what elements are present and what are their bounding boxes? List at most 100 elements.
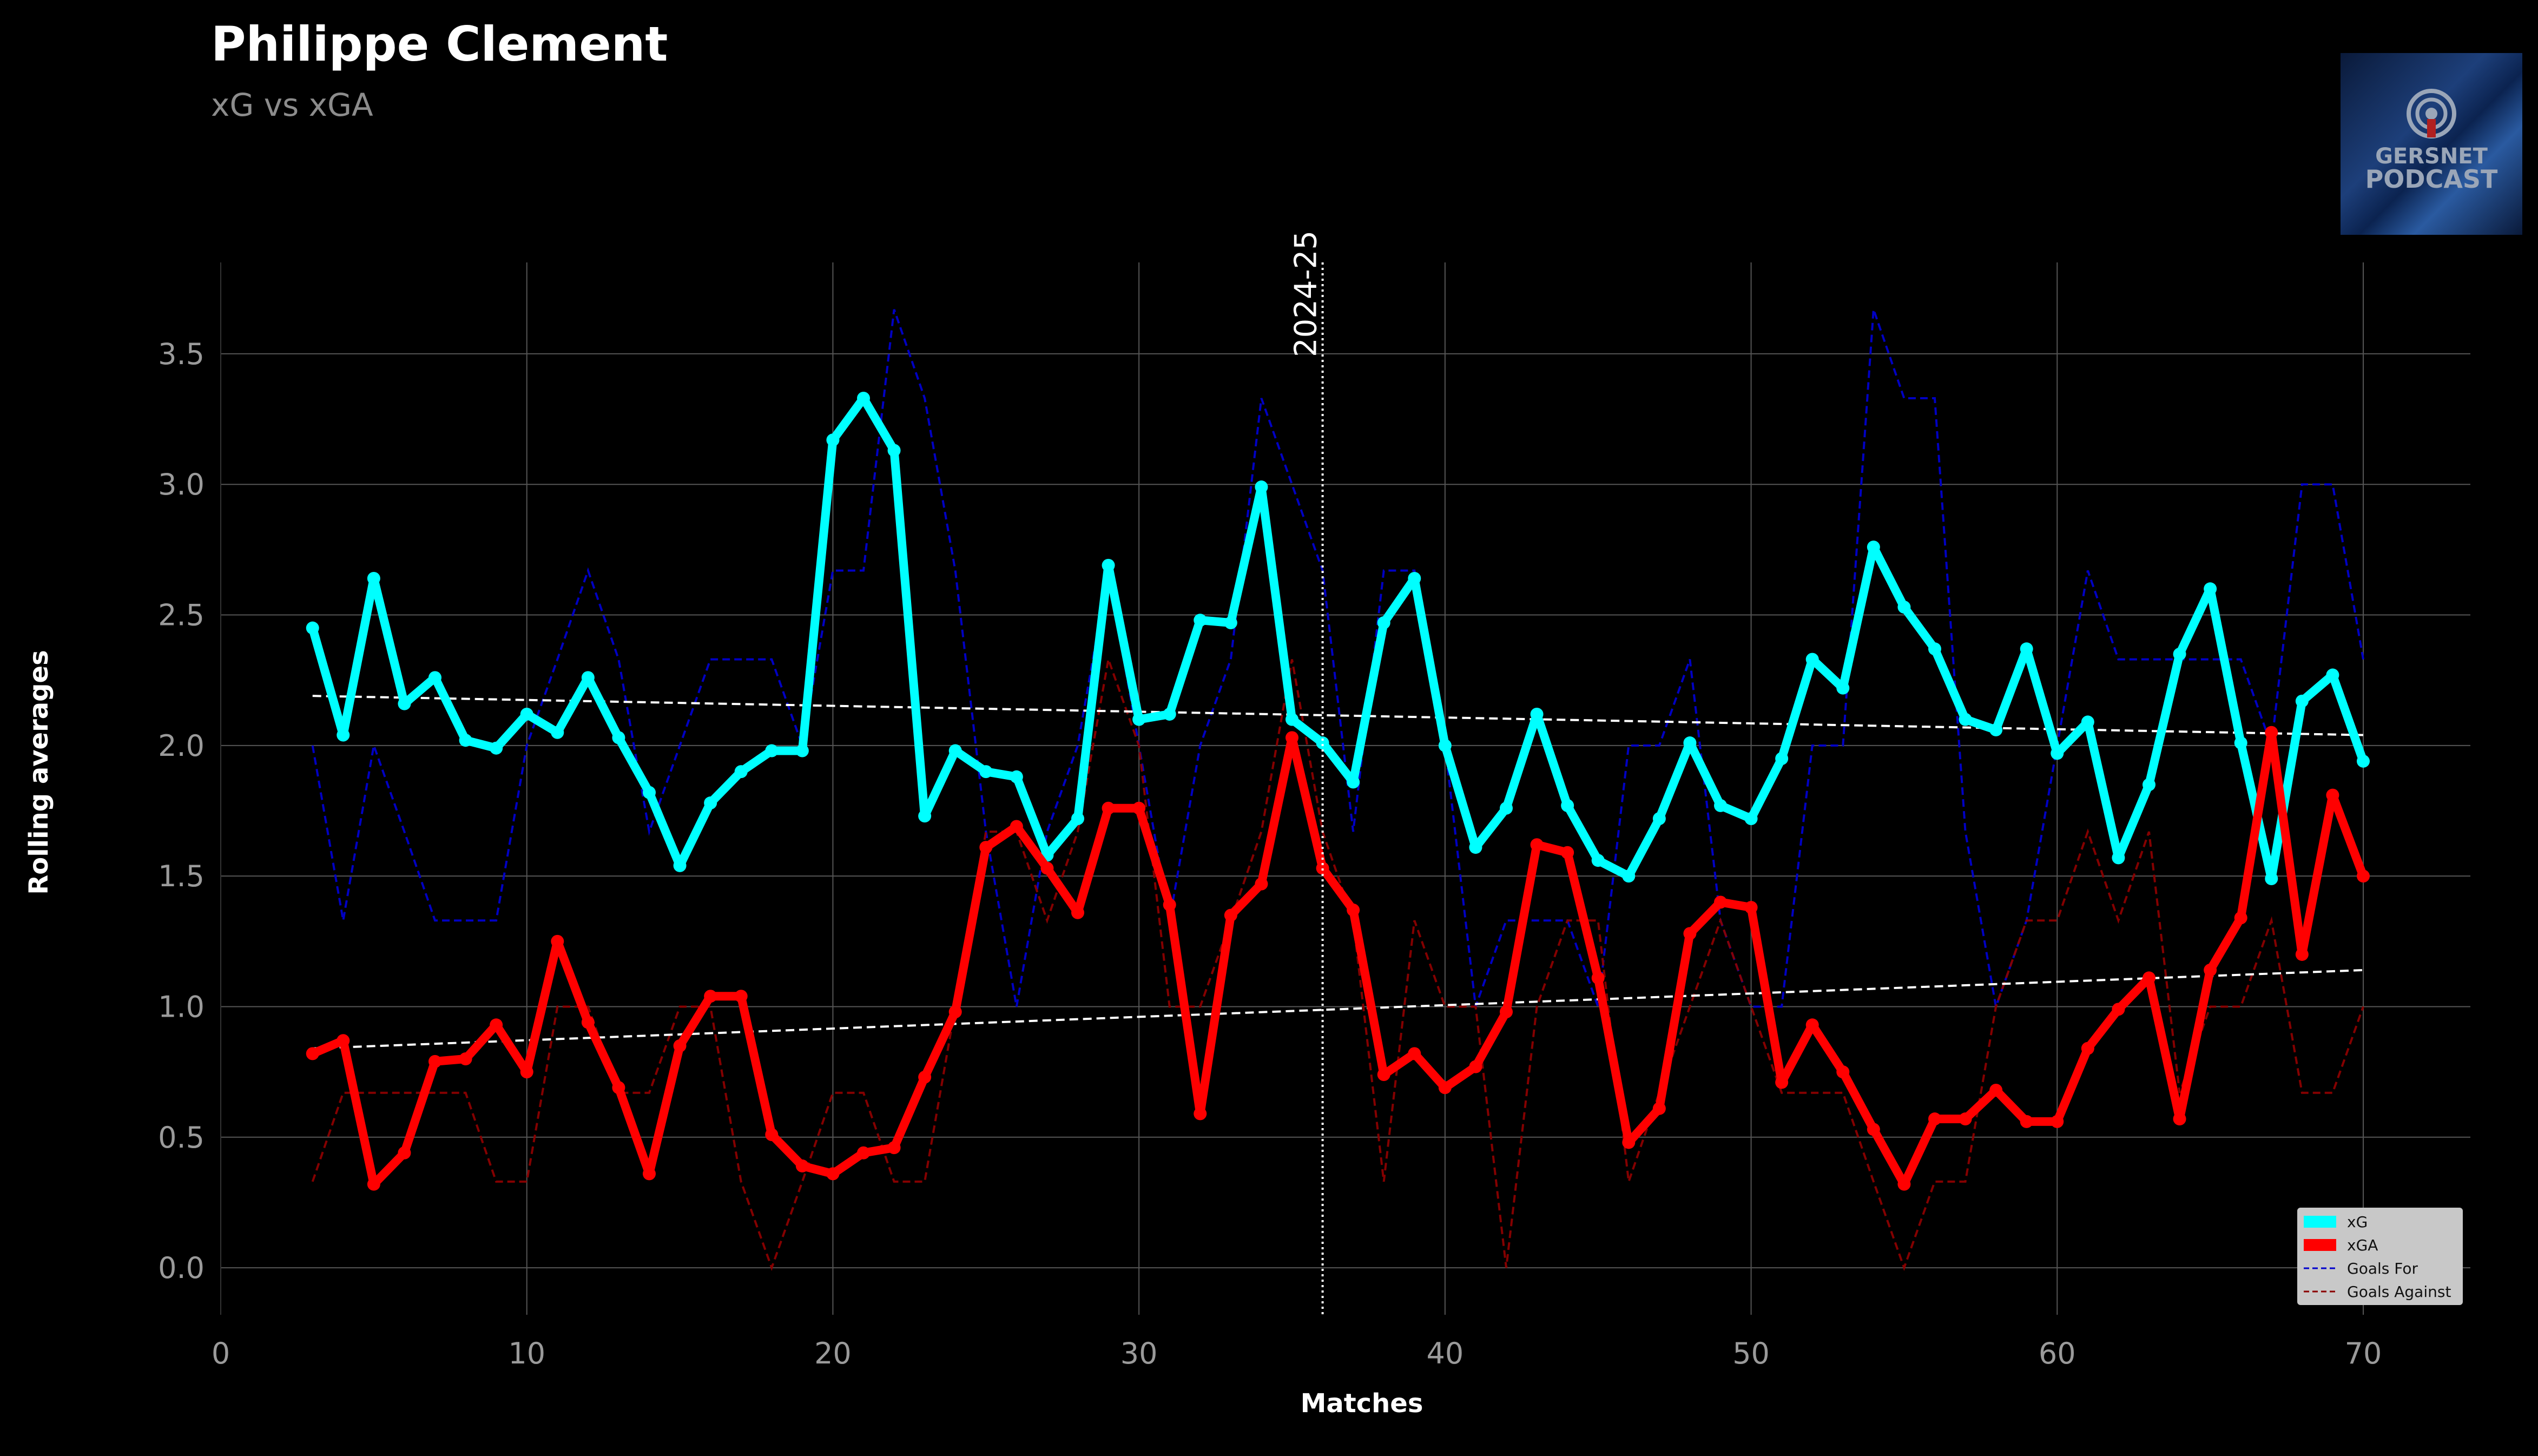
data-point-xg <box>643 786 656 799</box>
data-point-xga <box>1652 1102 1666 1115</box>
data-point-xga <box>1010 820 1023 833</box>
data-point-xg <box>887 444 901 457</box>
data-point-xg <box>1530 707 1544 721</box>
data-point-xga <box>1071 906 1084 919</box>
x-tick-label: 30 <box>1120 1336 1158 1371</box>
data-point-xga <box>1561 846 1574 859</box>
data-point-xga <box>1255 877 1268 891</box>
data-point-xg <box>1836 681 1850 695</box>
data-point-xg <box>2081 715 2094 729</box>
data-point-xg <box>581 671 595 684</box>
data-point-xg <box>1897 601 1911 614</box>
data-point-xga <box>2020 1115 2033 1128</box>
data-point-xga <box>1408 1047 1421 1060</box>
legend-swatch-xg <box>2304 1216 2336 1228</box>
data-point-xg <box>918 809 932 823</box>
x-axis-label: Matches <box>1301 1388 1423 1419</box>
data-point-xg <box>948 744 962 757</box>
data-point-xga <box>1622 1136 1636 1149</box>
data-point-xg <box>1286 713 1298 726</box>
podcast-logo: GERSNET PODCAST <box>2341 53 2522 235</box>
data-point-xg <box>1255 480 1268 494</box>
legend-swatch-xga <box>2304 1239 2336 1251</box>
x-tick-label: 40 <box>1426 1336 1464 1371</box>
series-markers-xg <box>306 391 2370 886</box>
data-point-xg <box>337 728 350 742</box>
data-point-xg <box>612 731 625 745</box>
data-point-xga <box>1714 895 1727 909</box>
data-point-xg <box>1071 812 1084 826</box>
data-point-xg <box>1652 812 1666 826</box>
y-axis-label: Rolling averages <box>24 650 54 894</box>
data-point-xga <box>1836 1065 1850 1079</box>
data-point-xg <box>979 765 993 779</box>
data-point-xg <box>367 571 380 585</box>
data-point-xga <box>2112 1003 2125 1016</box>
data-point-xg <box>2357 754 2370 768</box>
data-point-xga <box>2173 1112 2186 1126</box>
data-point-xg <box>1775 752 1789 765</box>
y-tick-label: 2.5 <box>158 598 205 633</box>
series-line-goals-for <box>311 309 2364 1011</box>
data-point-xga <box>1316 861 1329 875</box>
data-point-xga <box>1897 1177 1911 1191</box>
data-point-xg <box>1102 558 1115 572</box>
data-point-xga <box>2051 1115 2064 1128</box>
y-tick-label: 1.0 <box>158 990 205 1024</box>
data-point-xga <box>1683 927 1697 940</box>
data-point-xga <box>459 1052 472 1066</box>
y-tick-label: 3.5 <box>158 337 205 371</box>
y-tick-label: 0.5 <box>158 1121 205 1155</box>
data-point-xg <box>2326 668 2339 682</box>
data-point-xg <box>734 765 748 779</box>
data-point-xg <box>2143 778 2155 792</box>
data-point-xg <box>429 671 441 684</box>
legend: xG xGA Goals For Goals Against <box>2297 1208 2463 1305</box>
data-point-xga <box>1286 731 1298 745</box>
logo-text-line1: GERSNET <box>2375 144 2488 169</box>
legend-label-xga: xGA <box>2347 1236 2378 1254</box>
x-tick-label: 70 <box>2345 1336 2382 1371</box>
y-tick-label: 3.0 <box>158 467 205 502</box>
data-point-xga <box>1377 1068 1390 1081</box>
data-point-xg <box>765 744 779 757</box>
data-point-xg <box>2295 694 2309 708</box>
data-point-xga <box>1805 1018 1819 1032</box>
data-point-xga <box>2234 911 2247 925</box>
data-point-xga <box>643 1167 656 1181</box>
data-point-xga <box>367 1177 380 1191</box>
data-point-xga <box>306 1047 319 1060</box>
data-point-xg <box>1163 707 1176 721</box>
y-tick-label: 0.0 <box>158 1251 205 1285</box>
data-point-xga <box>673 1039 687 1052</box>
x-tick-label: 50 <box>1732 1336 1770 1371</box>
y-tick-label: 2.0 <box>158 729 205 763</box>
legend-label-xg: xG <box>2347 1213 2368 1231</box>
data-point-xg <box>2051 747 2064 760</box>
data-point-xga <box>765 1128 779 1141</box>
data-point-xga <box>581 1016 595 1029</box>
legend-label-goals-against: Goals Against <box>2347 1283 2451 1301</box>
data-point-xg <box>1316 736 1329 750</box>
x-tick-label: 60 <box>2039 1336 2076 1371</box>
data-point-xga <box>520 1065 533 1079</box>
data-point-xg <box>1744 812 1758 826</box>
data-point-xga <box>1040 861 1054 875</box>
data-point-xga <box>1530 838 1544 852</box>
x-tick-label: 20 <box>814 1336 852 1371</box>
data-point-xga <box>2295 947 2309 961</box>
data-point-xga <box>429 1055 441 1068</box>
x-tick-label: 0 <box>212 1336 230 1371</box>
data-point-xga <box>918 1070 932 1084</box>
data-point-xga <box>1959 1112 1972 1126</box>
podcast-microphone-icon <box>2407 89 2456 139</box>
data-point-xga <box>1867 1123 1880 1136</box>
data-point-xga <box>795 1159 809 1172</box>
trendline-xga <box>312 969 2364 1050</box>
data-point-xg <box>1867 541 1880 554</box>
data-point-xg <box>2112 851 2125 865</box>
data-point-xg <box>1989 723 2003 736</box>
data-point-xg <box>1377 616 1390 630</box>
data-point-xg <box>2020 642 2033 656</box>
